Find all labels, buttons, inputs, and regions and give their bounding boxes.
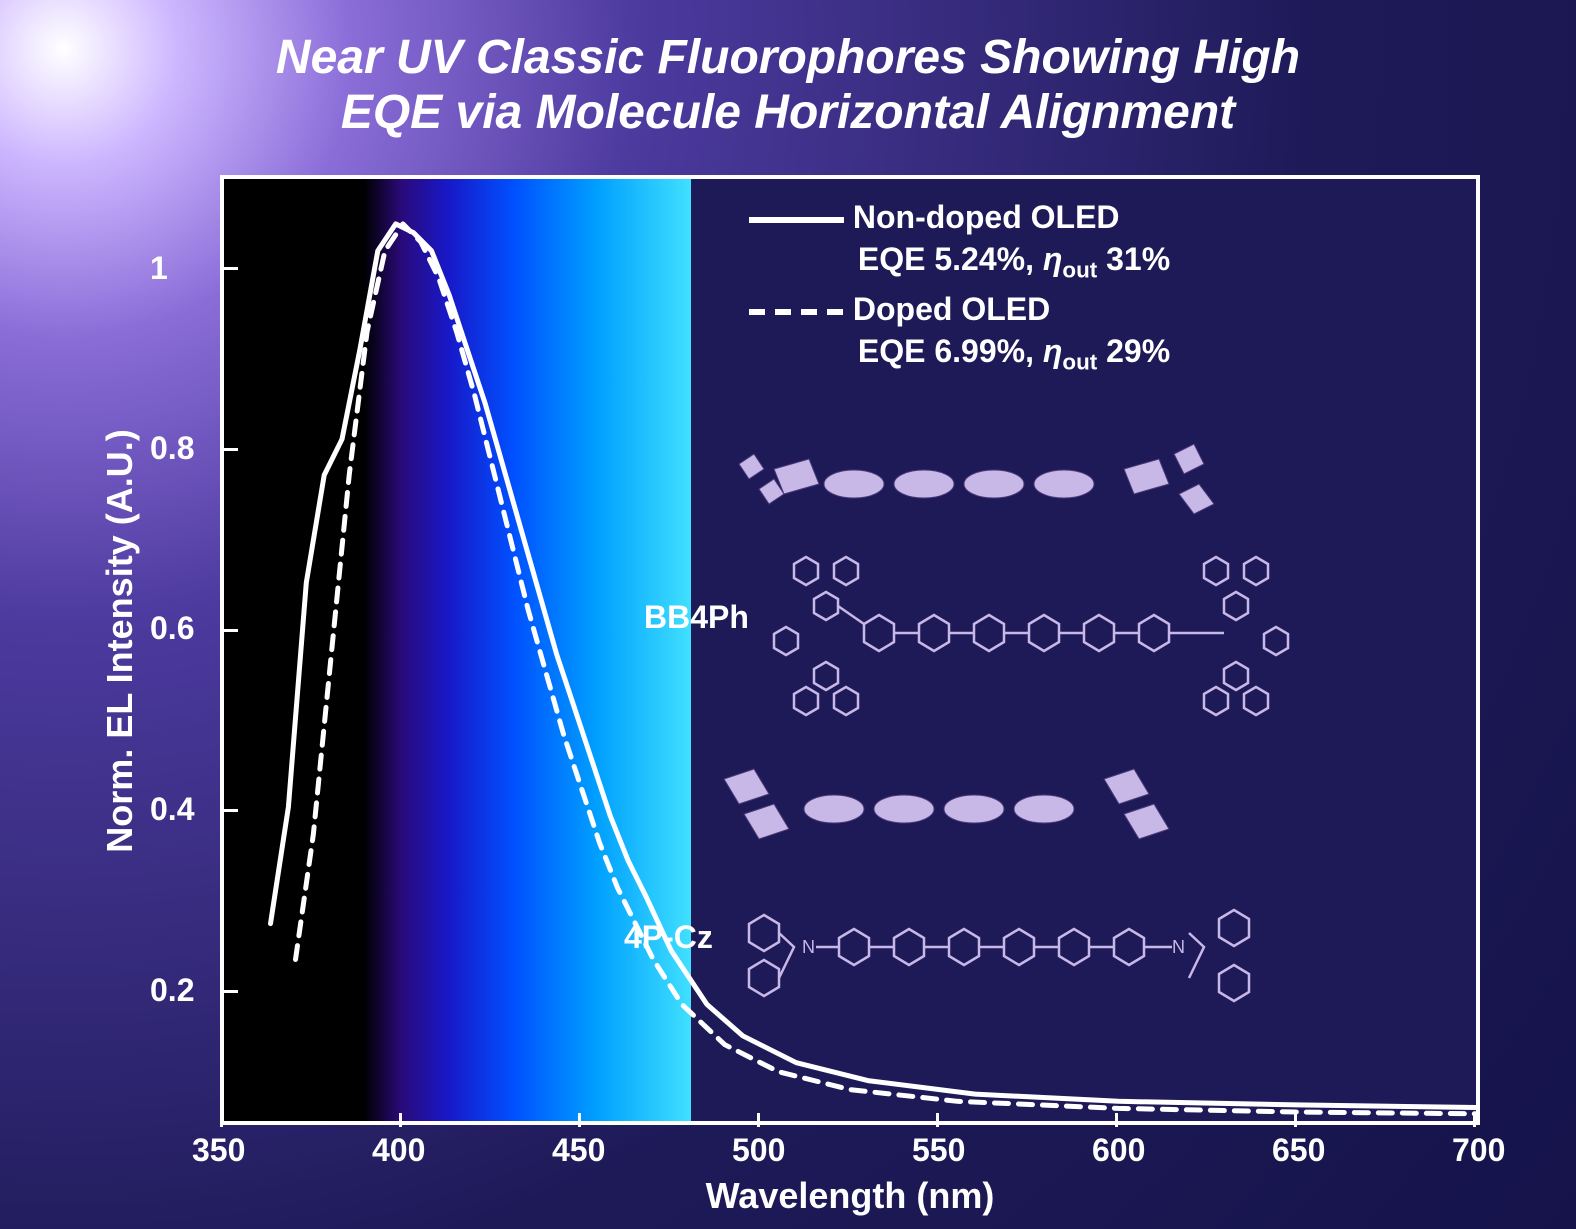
tick-mark bbox=[757, 1113, 760, 1127]
y-tick-label: 0.8 bbox=[150, 430, 194, 467]
molecule-structure-4pcz-icon: N N bbox=[734, 879, 1454, 1029]
title-line-2: EQE via Molecule Horizontal Alignment bbox=[341, 86, 1235, 139]
tick-mark bbox=[1115, 1113, 1118, 1127]
y-axis-label: Norm. EL Intensity (A.U.) bbox=[99, 391, 141, 891]
x-tick-label: 650 bbox=[1272, 1132, 1325, 1169]
legend-entry-doped: Doped OLED EQE 6.99%, ηout 29% bbox=[749, 289, 1170, 376]
x-tick-label: 500 bbox=[732, 1132, 785, 1169]
svg-text:N: N bbox=[1172, 937, 1185, 957]
title-line-1: Near UV Classic Fluorophores Showing Hig… bbox=[276, 31, 1300, 84]
x-tick-label: 550 bbox=[912, 1132, 965, 1169]
chart-frame: Non-doped OLED EQE 5.24%, ηout 31% Doped… bbox=[220, 175, 1480, 1125]
legend-line-solid-icon bbox=[749, 210, 844, 230]
y-tick-label: 0.4 bbox=[150, 791, 194, 828]
legend-line-dashed-icon bbox=[749, 302, 844, 322]
tick-mark bbox=[1294, 1113, 1297, 1127]
tick-mark bbox=[220, 1113, 223, 1127]
y-tick-label: 1 bbox=[150, 250, 168, 287]
molecule-3d-4pcz-icon bbox=[704, 759, 1224, 859]
molecule-label-4pcz: 4P-Cz bbox=[624, 919, 713, 956]
x-axis-label: Wavelength (nm) bbox=[220, 1175, 1480, 1217]
svg-text:N: N bbox=[802, 937, 815, 957]
x-tick-label: 700 bbox=[1452, 1132, 1505, 1169]
x-tick-label: 350 bbox=[192, 1132, 245, 1169]
legend-label: Non-doped OLED bbox=[853, 199, 1120, 235]
page-title: Near UV Classic Fluorophores Showing Hig… bbox=[0, 30, 1576, 140]
molecule-3d-bb4ph-icon bbox=[724, 439, 1244, 529]
legend-detail: EQE 6.99%, ηout 29% bbox=[858, 333, 1170, 369]
y-tick-label: 0.2 bbox=[150, 972, 194, 1009]
x-tick-label: 600 bbox=[1092, 1132, 1145, 1169]
tick-mark bbox=[399, 1113, 402, 1127]
tick-mark bbox=[1473, 1113, 1476, 1127]
x-tick-label: 450 bbox=[552, 1132, 605, 1169]
tick-mark bbox=[578, 1113, 581, 1127]
molecule-label-bb4ph: BB4Ph bbox=[644, 599, 749, 636]
legend-label: Doped OLED bbox=[853, 291, 1050, 327]
legend-entry-nondoped: Non-doped OLED EQE 5.24%, ηout 31% bbox=[749, 197, 1170, 284]
x-tick-label: 400 bbox=[372, 1132, 425, 1169]
molecule-structure-bb4ph-icon bbox=[764, 529, 1464, 729]
tick-mark bbox=[936, 1113, 939, 1127]
y-tick-label: 0.6 bbox=[150, 610, 194, 647]
legend-detail: EQE 5.24%, ηout 31% bbox=[858, 241, 1170, 277]
